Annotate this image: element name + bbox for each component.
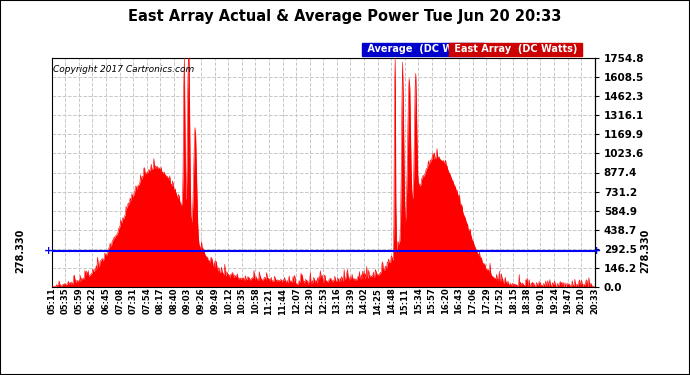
Text: 15:11: 15:11	[400, 288, 409, 315]
Text: 20:10: 20:10	[577, 288, 586, 314]
Text: 07:08: 07:08	[115, 288, 124, 314]
Text: 17:52: 17:52	[495, 288, 504, 315]
Text: 13:16: 13:16	[333, 288, 342, 315]
Text: 09:26: 09:26	[197, 288, 206, 314]
Text: 11:44: 11:44	[278, 288, 287, 315]
Text: 06:45: 06:45	[101, 288, 110, 315]
Text: 09:49: 09:49	[210, 288, 219, 314]
Text: 09:03: 09:03	[183, 288, 192, 314]
Text: 19:47: 19:47	[563, 288, 572, 314]
Text: 20:33: 20:33	[590, 288, 600, 314]
Text: 12:53: 12:53	[319, 288, 328, 315]
Text: 08:40: 08:40	[170, 288, 179, 314]
Text: 278.330: 278.330	[640, 228, 650, 273]
Text: 06:22: 06:22	[88, 288, 97, 315]
Text: 15:34: 15:34	[414, 288, 423, 315]
Text: 17:06: 17:06	[468, 288, 477, 314]
Text: 05:35: 05:35	[61, 288, 70, 314]
Text: 18:15: 18:15	[509, 288, 518, 315]
Text: 15:57: 15:57	[427, 288, 436, 315]
Text: East Array  (DC Watts): East Array (DC Watts)	[451, 44, 580, 54]
Text: 16:43: 16:43	[455, 288, 464, 315]
Text: 13:39: 13:39	[346, 288, 355, 314]
Text: 08:17: 08:17	[156, 288, 165, 314]
Text: 07:31: 07:31	[129, 288, 138, 314]
Text: 278.330: 278.330	[16, 228, 26, 273]
Text: 19:24: 19:24	[549, 288, 558, 315]
Text: Average  (DC Watts): Average (DC Watts)	[364, 44, 482, 54]
Text: 14:02: 14:02	[359, 288, 368, 315]
Text: 12:07: 12:07	[292, 288, 301, 314]
Text: +: +	[592, 246, 602, 256]
Text: 10:12: 10:12	[224, 288, 233, 315]
Text: 17:29: 17:29	[482, 288, 491, 314]
Text: +: +	[43, 246, 53, 256]
Text: 14:48: 14:48	[386, 288, 395, 315]
Text: 12:30: 12:30	[305, 288, 314, 314]
Text: 16:20: 16:20	[441, 288, 450, 315]
Text: 14:25: 14:25	[373, 288, 382, 315]
Text: 10:35: 10:35	[237, 288, 246, 314]
Text: 19:01: 19:01	[536, 288, 545, 314]
Text: 07:54: 07:54	[142, 288, 151, 314]
Text: 05:59: 05:59	[75, 288, 83, 314]
Text: 10:58: 10:58	[251, 288, 260, 314]
Text: 18:38: 18:38	[522, 288, 531, 314]
Text: 05:11: 05:11	[47, 288, 57, 315]
Text: 11:21: 11:21	[264, 288, 273, 315]
Text: Copyright 2017 Cartronics.com: Copyright 2017 Cartronics.com	[53, 65, 194, 74]
Text: East Array Actual & Average Power Tue Jun 20 20:33: East Array Actual & Average Power Tue Ju…	[128, 9, 562, 24]
